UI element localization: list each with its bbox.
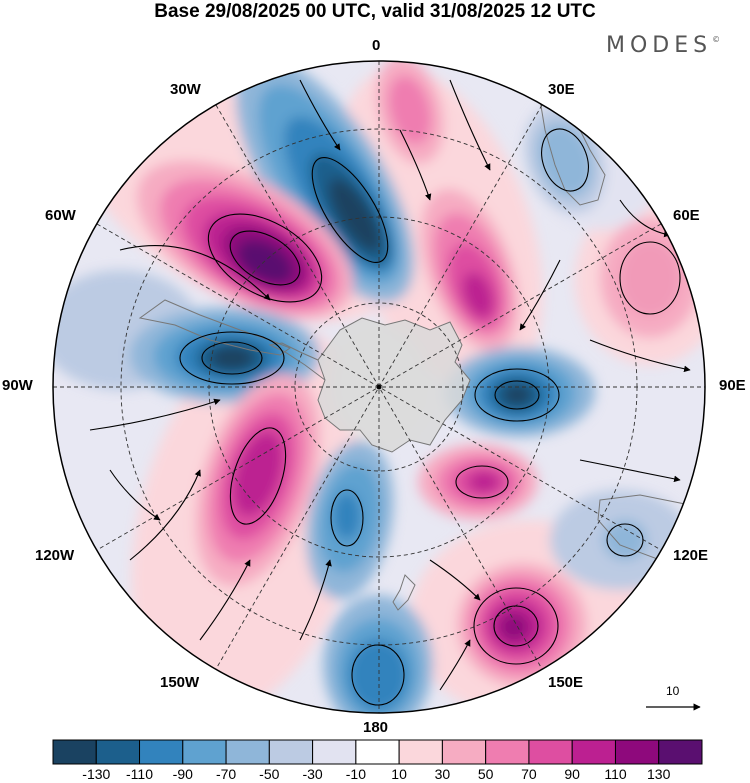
colorbar-tick-label: 50 — [477, 766, 494, 782]
colorbar-cell — [355, 739, 400, 765]
lon-label-180: 180 — [363, 719, 389, 736]
colorbar-cell — [139, 739, 184, 765]
colorbar-tick-label: 130 — [647, 766, 671, 782]
negative-anomaly-180 — [323, 595, 433, 713]
brand-text: MODES — [606, 33, 713, 58]
colorbar-tick-label: -10 — [345, 766, 367, 782]
positive-anomaly-150e — [457, 563, 587, 687]
colorbar-tick-label: -30 — [302, 766, 323, 782]
antarctica-coastline — [317, 317, 471, 453]
africa-coast — [539, 94, 606, 206]
colorbar-cell — [398, 739, 443, 765]
colorbar-cell — [95, 739, 141, 765]
lon-label-60e: 60E — [673, 207, 700, 224]
colorbar-cell — [485, 739, 530, 765]
antarctic-peninsula — [268, 342, 326, 381]
new-zealand-coast — [392, 574, 416, 611]
negative-anomaly-90e — [445, 347, 595, 437]
lon-label-150e: 150E — [548, 674, 584, 691]
negative-anomaly-30w — [235, 61, 415, 303]
colorbar-tick-label: 110 — [604, 766, 627, 782]
colorbar-cell — [441, 739, 487, 765]
positive-anomaly-130e — [418, 444, 538, 520]
colorbar-cell — [528, 739, 573, 765]
brand-logo: MODES© — [606, 33, 720, 58]
positive-anomaly-60e — [600, 218, 700, 338]
wind-vectors — [89, 79, 691, 706]
colorbar-tick-label: 90 — [564, 766, 580, 782]
colorbar-cell — [312, 739, 357, 765]
colorbar-cell — [182, 739, 227, 765]
positive-anomaly-0 — [375, 61, 445, 164]
colorbar-tick-label: 10 — [391, 766, 407, 782]
negative-anomaly-120e — [583, 504, 667, 576]
lon-label-150w: 150W — [160, 674, 200, 691]
colorbar-tick-label: -110 — [126, 766, 153, 782]
colorbar-tick-label: 70 — [521, 766, 537, 782]
colorbar-tick-label: -130 — [82, 766, 111, 782]
lon-label-30e: 30E — [548, 81, 575, 98]
colorbar-cell — [571, 739, 616, 765]
lon-label-0: 0 — [372, 37, 381, 54]
colorbar — [52, 739, 703, 765]
colorbar-cell — [614, 739, 660, 765]
negative-anomaly-90w — [130, 307, 320, 403]
lon-label-30w: 30W — [170, 81, 201, 98]
positive-anomaly-20e — [420, 188, 520, 352]
colorbar-cell — [268, 739, 314, 765]
colorbar-cell — [658, 739, 703, 765]
positive-anomaly-120w — [195, 374, 321, 586]
lon-label-60w: 60W — [45, 207, 76, 224]
map-border — [52, 60, 706, 714]
colorbar-cell — [52, 739, 97, 765]
positive-anomaly-60w — [136, 160, 354, 320]
lon-label-120e: 120E — [673, 547, 709, 564]
colorbar-tick-label: -70 — [215, 766, 237, 782]
south-pole-marker — [376, 384, 382, 390]
south-america-coast — [138, 299, 292, 356]
colorbar-tick-label: -50 — [259, 766, 280, 782]
colorbar-tick-label: 30 — [434, 766, 451, 782]
lon-label-90e: 90E — [719, 377, 746, 394]
colorbar-cell — [225, 739, 270, 765]
lon-label-120w: 120W — [35, 547, 75, 564]
map-title: Base 29/08/2025 00 UTC, valid 31/08/2025… — [154, 1, 596, 22]
reference-vector-label: 10 — [666, 684, 680, 698]
colorbar-tick-label: -90 — [172, 766, 193, 782]
lon-label-90w: 90W — [2, 377, 33, 394]
brand-mark: © — [712, 35, 721, 44]
